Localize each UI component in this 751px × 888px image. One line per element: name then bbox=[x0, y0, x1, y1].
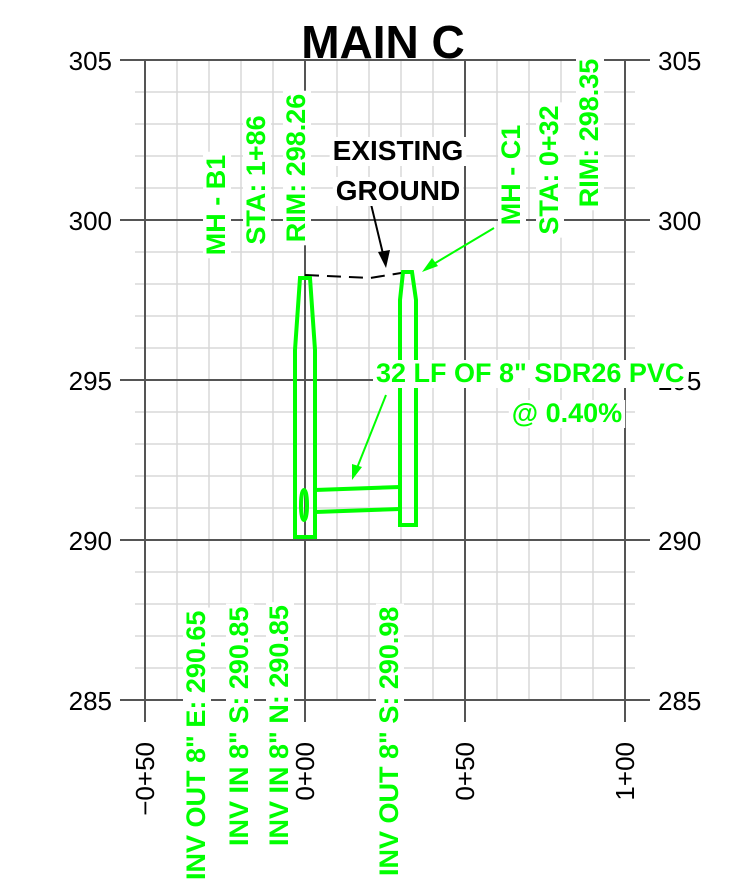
ground-label: EXISTING bbox=[333, 135, 464, 166]
x-label: 0+50 bbox=[450, 742, 480, 801]
y-label: 285 bbox=[658, 686, 701, 716]
label-bg bbox=[266, 602, 294, 849]
label-bg bbox=[226, 603, 254, 849]
arrow-head bbox=[378, 250, 390, 268]
label-bg bbox=[243, 112, 271, 248]
pipe-label: @ 0.40% bbox=[512, 398, 622, 428]
invert: INV OUT 8" S: 290.98 bbox=[374, 607, 404, 876]
invert: INV OUT 8" E: 290.65 bbox=[181, 611, 211, 880]
arrow-head bbox=[422, 258, 438, 272]
invert: INV IN 8" N: 290.85 bbox=[264, 605, 294, 846]
arrow bbox=[356, 394, 387, 469]
arrow-head bbox=[352, 464, 362, 480]
y-label: 300 bbox=[69, 206, 112, 236]
y-label: 305 bbox=[69, 46, 112, 76]
pipe-label: 32 LF OF 8" SDR26 PVC bbox=[376, 358, 684, 388]
label-bg bbox=[283, 90, 311, 246]
label-bg bbox=[203, 151, 231, 259]
mh-station: STA: 0+32 bbox=[534, 105, 564, 234]
y-label: 305 bbox=[658, 46, 701, 76]
y-label: 290 bbox=[69, 526, 112, 556]
label-bg bbox=[183, 607, 211, 883]
mh-rim: RIM: 298.35 bbox=[574, 59, 604, 208]
ground-label: GROUND bbox=[336, 175, 460, 206]
label-bg bbox=[508, 400, 626, 428]
title: MAIN C bbox=[301, 16, 465, 68]
arrow bbox=[431, 227, 495, 266]
label-bg bbox=[332, 177, 464, 206]
mh-name: MH - C1 bbox=[496, 125, 526, 226]
arrow bbox=[369, 199, 385, 259]
mh-station: STA: 1+86 bbox=[241, 115, 271, 244]
x-label: −0+50 bbox=[130, 742, 160, 816]
y-label: 290 bbox=[658, 526, 701, 556]
label-bg bbox=[536, 102, 564, 238]
x-label: 0+00 bbox=[290, 742, 320, 801]
label-bg bbox=[576, 55, 604, 211]
y-label: 295 bbox=[69, 366, 112, 396]
label-bg bbox=[373, 360, 688, 388]
y-label: 285 bbox=[69, 686, 112, 716]
ground-line bbox=[304, 271, 408, 280]
x-label: 1+00 bbox=[610, 742, 640, 801]
mh-rim: RIM: 298.26 bbox=[281, 94, 311, 243]
label-bg bbox=[498, 121, 526, 229]
label-bg bbox=[329, 137, 467, 166]
label-bg bbox=[376, 603, 404, 879]
structures bbox=[293, 270, 418, 539]
invert: INV IN 8" S: 290.85 bbox=[224, 607, 254, 846]
y-label: 300 bbox=[658, 206, 701, 236]
mh-name: MH - B1 bbox=[201, 155, 231, 256]
